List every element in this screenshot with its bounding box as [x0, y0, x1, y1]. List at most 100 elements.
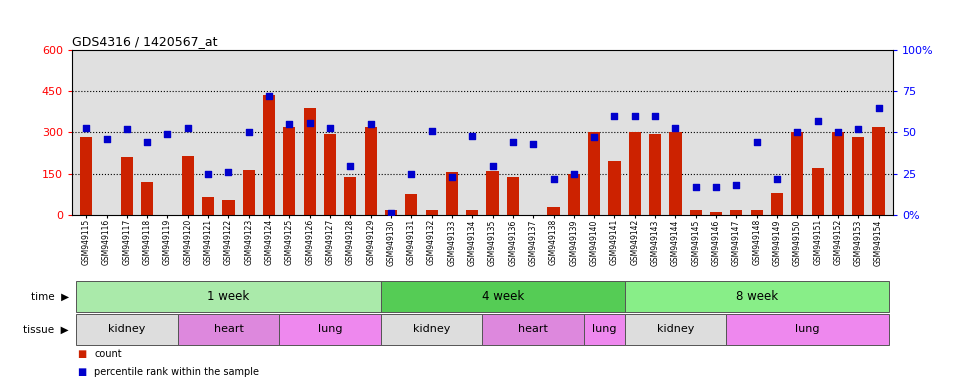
Point: [851, 126, 866, 132]
Bar: [223, 200, 234, 215]
Text: heart: heart: [213, 324, 244, 334]
Bar: [625, 281, 889, 312]
Text: percentile rank within the sample: percentile rank within the sample: [94, 367, 259, 377]
Bar: [584, 314, 625, 345]
Bar: [303, 108, 316, 215]
Bar: [263, 95, 276, 215]
Text: ■: ■: [77, 349, 86, 359]
Text: lung: lung: [795, 324, 820, 334]
Point: [119, 126, 134, 132]
Point: [79, 124, 94, 131]
Point: [99, 136, 114, 142]
Point: [139, 139, 155, 146]
Bar: [567, 174, 580, 215]
Bar: [405, 194, 418, 215]
Point: [587, 134, 602, 141]
Point: [403, 170, 419, 177]
Bar: [365, 127, 376, 215]
Bar: [76, 314, 178, 345]
Point: [363, 121, 378, 127]
Point: [180, 124, 196, 131]
Bar: [385, 210, 397, 215]
Bar: [791, 132, 804, 215]
Text: lung: lung: [592, 324, 616, 334]
Bar: [710, 212, 722, 215]
Bar: [487, 171, 498, 215]
Point: [607, 113, 622, 119]
Point: [790, 129, 805, 136]
Text: time  ▶: time ▶: [31, 291, 69, 302]
Bar: [507, 177, 519, 215]
Point: [485, 162, 500, 169]
Point: [525, 141, 540, 147]
Text: 1 week: 1 week: [207, 290, 250, 303]
Point: [647, 113, 662, 119]
Bar: [669, 132, 682, 215]
Bar: [243, 170, 254, 215]
Text: GDS4316 / 1420567_at: GDS4316 / 1420567_at: [72, 35, 218, 48]
Point: [871, 105, 886, 111]
Bar: [445, 172, 458, 215]
Bar: [625, 314, 726, 345]
Point: [444, 174, 460, 180]
Bar: [202, 197, 214, 215]
Bar: [873, 127, 885, 215]
Bar: [609, 161, 620, 215]
Bar: [121, 157, 132, 215]
Bar: [324, 134, 336, 215]
Text: ■: ■: [77, 367, 86, 377]
Point: [627, 113, 642, 119]
Bar: [811, 168, 824, 215]
Point: [241, 129, 256, 136]
Point: [668, 124, 684, 131]
Point: [261, 93, 276, 99]
Bar: [731, 210, 742, 215]
Point: [830, 129, 846, 136]
Point: [424, 128, 440, 134]
Text: kidney: kidney: [108, 324, 146, 334]
Text: 4 week: 4 week: [482, 290, 524, 303]
Point: [729, 182, 744, 189]
Text: heart: heart: [518, 324, 548, 334]
Bar: [178, 314, 279, 345]
Bar: [547, 207, 560, 215]
Point: [281, 121, 297, 127]
Point: [343, 162, 358, 169]
Bar: [283, 127, 296, 215]
Bar: [483, 314, 584, 345]
Point: [810, 118, 826, 124]
Point: [383, 210, 398, 217]
Bar: [181, 156, 194, 215]
Bar: [381, 314, 482, 345]
Point: [221, 169, 236, 175]
Point: [708, 184, 724, 190]
Point: [546, 175, 562, 182]
Point: [566, 170, 582, 177]
Bar: [80, 137, 92, 215]
Bar: [279, 314, 381, 345]
Point: [505, 139, 520, 146]
Text: kidney: kidney: [413, 324, 450, 334]
Bar: [425, 210, 438, 215]
Bar: [76, 281, 381, 312]
Point: [159, 131, 175, 137]
Bar: [751, 210, 763, 215]
Bar: [467, 210, 478, 215]
Text: kidney: kidney: [657, 324, 694, 334]
Bar: [345, 177, 356, 215]
Point: [201, 170, 216, 177]
Bar: [832, 132, 844, 215]
Text: count: count: [94, 349, 122, 359]
Bar: [771, 193, 783, 215]
Bar: [629, 132, 641, 215]
Bar: [726, 314, 889, 345]
Point: [323, 124, 338, 131]
Text: tissue  ▶: tissue ▶: [23, 324, 69, 334]
Bar: [689, 210, 702, 215]
Point: [688, 184, 704, 190]
Point: [302, 119, 318, 126]
Bar: [141, 182, 154, 215]
Bar: [649, 134, 661, 215]
Bar: [381, 281, 625, 312]
Point: [749, 139, 764, 146]
